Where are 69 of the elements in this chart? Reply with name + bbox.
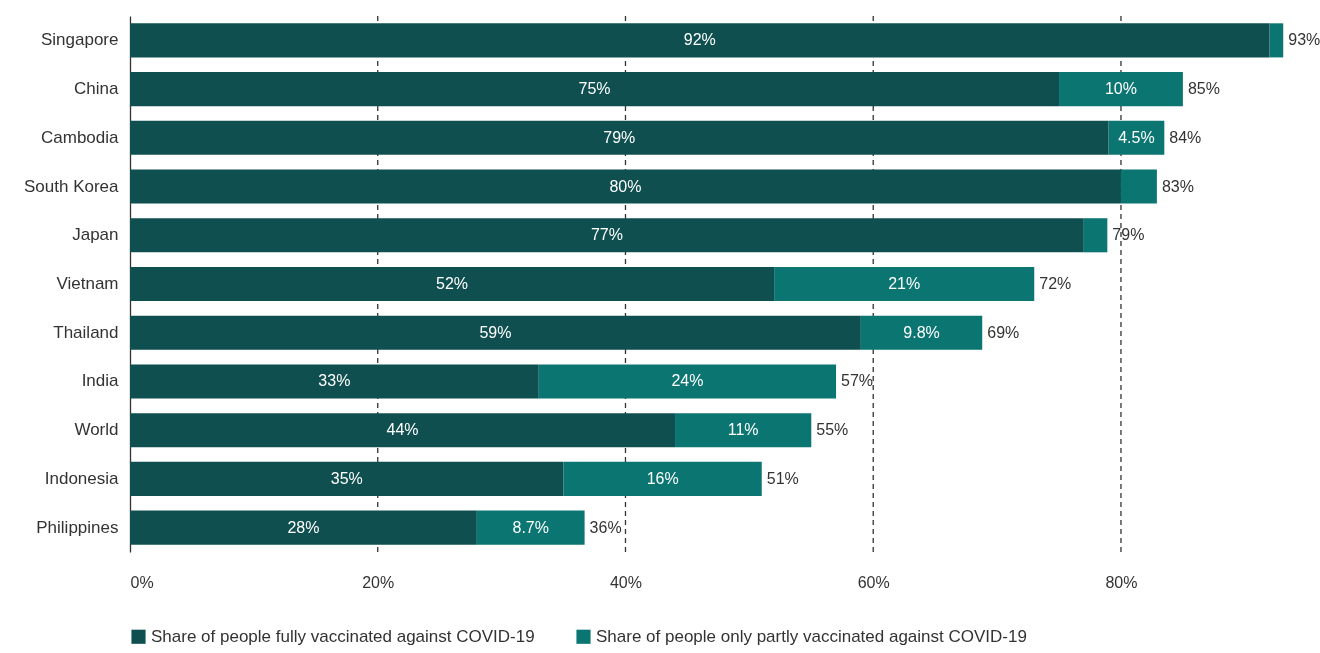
- y-tick-label: Vietnam: [56, 274, 119, 293]
- legend-label: Share of people fully vaccinated against COVID-19: [151, 626, 535, 646]
- bar: [130, 72, 1060, 107]
- total-label: 51%: [766, 469, 799, 487]
- y-tick-label: Singapore: [40, 30, 119, 50]
- y-tick-label: South Korea: [23, 176, 120, 196]
- bar: [476, 510, 585, 545]
- bar: [130, 266, 775, 302]
- bar: [130, 23, 1270, 58]
- total-label: 55%: [816, 421, 849, 439]
- bar: [130, 315, 861, 350]
- data-label: 75%: [578, 80, 611, 98]
- total-label: 79%: [1112, 226, 1145, 244]
- data-label: 80%: [609, 177, 642, 195]
- x-tick-label: 80%: [1105, 573, 1138, 591]
- data-label: 10%: [1104, 80, 1137, 98]
- bar: [1083, 218, 1108, 253]
- total-label: 69%: [987, 323, 1020, 341]
- x-tick-label: 0%: [130, 573, 154, 591]
- data-label: 44%: [386, 421, 419, 439]
- bar: [774, 266, 1035, 302]
- data-label: 52%: [436, 275, 469, 292]
- y-tick-label: Indonesia: [44, 468, 120, 488]
- total-label: 93%: [1288, 31, 1320, 49]
- data-label: 21%: [888, 275, 921, 292]
- bar: [1059, 72, 1183, 107]
- bar: [130, 364, 539, 399]
- y-tick-label: Japan: [72, 225, 119, 245]
- bar: [130, 120, 1109, 155]
- bar: [1269, 23, 1284, 58]
- x-tick-label: 40%: [609, 573, 642, 591]
- bar: [130, 510, 477, 545]
- bar: [130, 461, 564, 496]
- bar: [860, 315, 983, 350]
- legend-label: Share of people only partly vaccinated against COVID-19: [596, 626, 1027, 646]
- bar: [538, 364, 837, 399]
- y-tick-label: India: [81, 371, 120, 391]
- y-tick-label: World: [74, 420, 119, 440]
- data-label: 35%: [330, 469, 363, 487]
- bar: [563, 461, 762, 496]
- y-tick-label: Philippines: [36, 517, 119, 537]
- y-tick-label: Thailand: [53, 322, 119, 342]
- data-label: 33%: [318, 372, 351, 390]
- x-tick-label: 20%: [362, 573, 395, 591]
- data-label: 59%: [479, 323, 512, 341]
- bar: [130, 169, 1121, 204]
- total-label: 57%: [841, 372, 874, 390]
- total-label: 83%: [1161, 177, 1194, 195]
- bar: [675, 413, 812, 448]
- data-label: 16%: [646, 469, 679, 487]
- data-label: 77%: [590, 226, 623, 244]
- total-label: 84%: [1169, 128, 1202, 146]
- y-tick-label: China: [74, 79, 120, 99]
- bar: [1120, 169, 1157, 204]
- total-label: 36%: [589, 518, 622, 536]
- data-label: 11%: [727, 421, 759, 439]
- total-label: 85%: [1187, 80, 1220, 98]
- data-label: 9.8%: [903, 323, 940, 341]
- data-label: 92%: [683, 31, 716, 49]
- data-label: 4.5%: [1118, 128, 1155, 146]
- y-tick-label: Cambodia: [41, 127, 120, 147]
- bar: [130, 218, 1084, 253]
- data-label: 24%: [671, 372, 704, 390]
- x-tick-label: 60%: [857, 573, 890, 591]
- data-label: 79%: [603, 128, 636, 146]
- data-label: 28%: [287, 518, 320, 536]
- bar: [130, 413, 676, 448]
- total-label: 72%: [1039, 275, 1072, 292]
- data-label: 8.7%: [512, 518, 549, 536]
